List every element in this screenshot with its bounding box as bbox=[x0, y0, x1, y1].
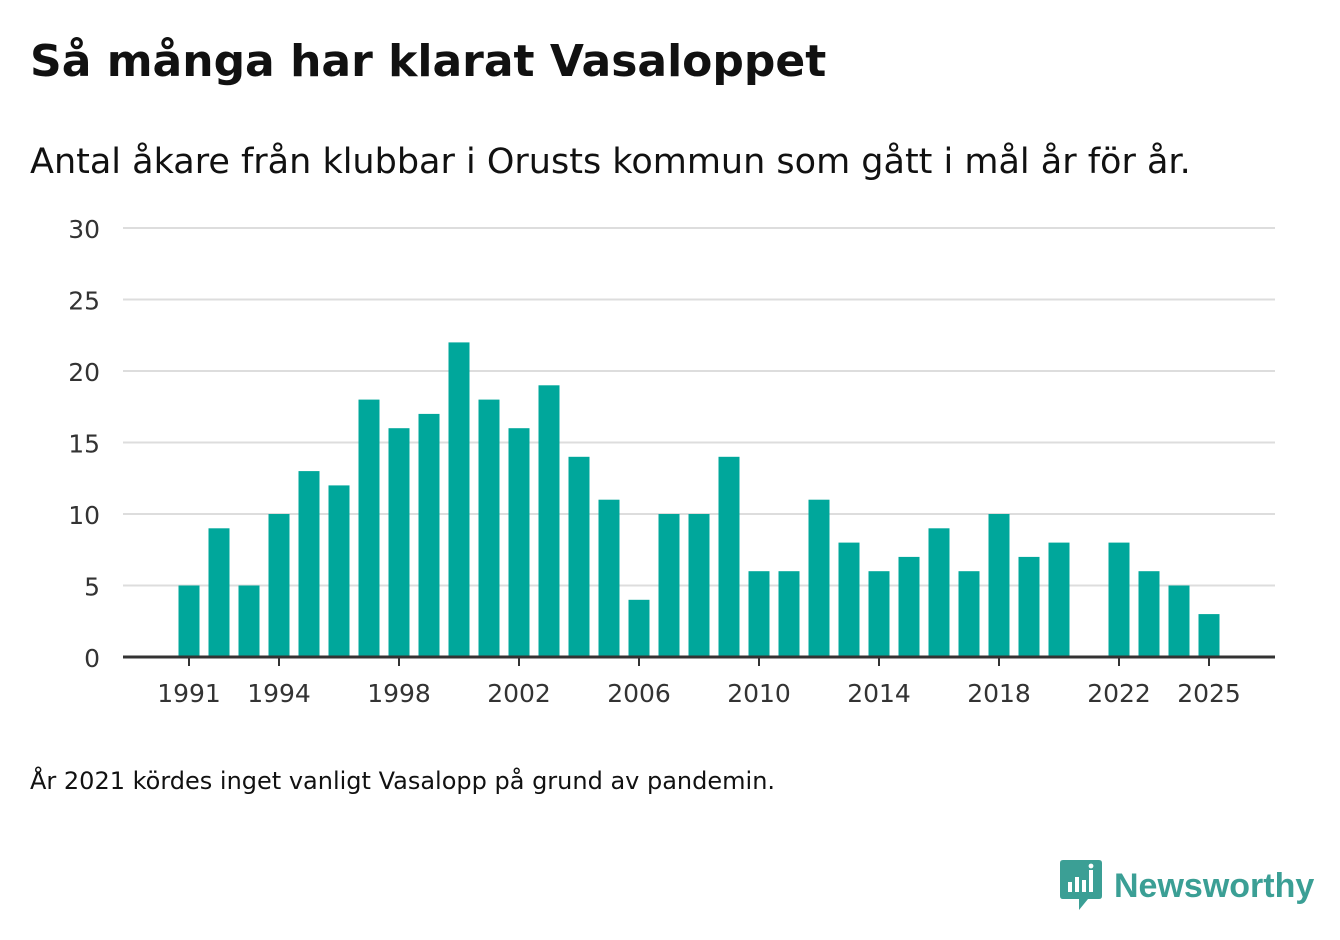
bar-2020 bbox=[1048, 542, 1070, 657]
bar-2019 bbox=[1018, 556, 1040, 657]
bar-2013 bbox=[838, 542, 860, 657]
y-tick-label: 0 bbox=[84, 644, 100, 673]
bar-1997 bbox=[358, 399, 380, 657]
bar-1998 bbox=[388, 428, 410, 657]
newsworthy-logo-icon bbox=[1060, 860, 1102, 910]
bar-1992 bbox=[208, 528, 230, 657]
chart-title: Så många har klarat Vasaloppet bbox=[30, 36, 827, 87]
bar-2006 bbox=[628, 599, 650, 657]
x-tick-label: 2022 bbox=[1087, 679, 1151, 708]
bar-2017 bbox=[958, 571, 980, 657]
bar-1999 bbox=[418, 413, 440, 657]
bar-2003 bbox=[538, 385, 560, 657]
bar-2004 bbox=[568, 456, 590, 657]
bar-2012 bbox=[808, 499, 830, 657]
bar-1993 bbox=[238, 585, 260, 657]
chart-subtitle: Antal åkare från klubbar i Orusts kommun… bbox=[30, 142, 1191, 182]
bar-2000 bbox=[448, 342, 470, 657]
bar-2018 bbox=[988, 514, 1010, 657]
x-axis-ticks: 1991 1994 1998 2002 2006 2010 2014 2018 2022 2025 bbox=[157, 657, 1241, 708]
y-tick-label: 10 bbox=[68, 501, 100, 530]
x-tick-label: 2006 bbox=[607, 679, 671, 708]
y-tick-label: 25 bbox=[68, 287, 100, 316]
y-tick-label: 20 bbox=[68, 358, 100, 387]
y-tick-label: 15 bbox=[68, 430, 100, 459]
bar-1995 bbox=[298, 471, 320, 657]
bar-1994 bbox=[268, 514, 290, 657]
bar-1996 bbox=[328, 485, 350, 657]
bar-2022 bbox=[1108, 542, 1130, 657]
x-tick-label: 1991 bbox=[157, 679, 221, 708]
footnote: År 2021 kördes inget vanligt Vasalopp på… bbox=[30, 767, 776, 795]
bar-2011 bbox=[778, 571, 800, 657]
bar-2008 bbox=[688, 514, 710, 657]
y-axis-ticks: 0 5 10 15 20 25 30 bbox=[68, 215, 100, 673]
x-tick-label: 2002 bbox=[487, 679, 551, 708]
bar-2002 bbox=[508, 428, 530, 657]
x-tick-label: 1998 bbox=[367, 679, 431, 708]
bar-2005 bbox=[598, 499, 620, 657]
bars bbox=[178, 342, 1220, 657]
bar-2009 bbox=[718, 456, 740, 657]
bar-2024 bbox=[1168, 585, 1190, 657]
bar-2016 bbox=[928, 528, 950, 657]
bar-2001 bbox=[478, 399, 500, 657]
x-tick-label: 1994 bbox=[247, 679, 311, 708]
bar-2025 bbox=[1198, 614, 1220, 657]
bar-2010 bbox=[748, 571, 770, 657]
x-tick-label: 2018 bbox=[967, 679, 1031, 708]
bar-2007 bbox=[658, 514, 680, 657]
x-tick-label: 2010 bbox=[727, 679, 791, 708]
x-tick-label: 2014 bbox=[847, 679, 911, 708]
bar-2014 bbox=[868, 571, 890, 657]
brand-name: Newsworthy bbox=[1114, 867, 1315, 905]
brand-logo: Newsworthy bbox=[1060, 858, 1314, 914]
y-tick-label: 30 bbox=[68, 215, 100, 244]
y-tick-label: 5 bbox=[84, 573, 100, 602]
x-tick-label: 2025 bbox=[1177, 679, 1241, 708]
bar-2023 bbox=[1138, 571, 1160, 657]
bar-2015 bbox=[898, 556, 920, 657]
bar-1991 bbox=[178, 585, 200, 657]
